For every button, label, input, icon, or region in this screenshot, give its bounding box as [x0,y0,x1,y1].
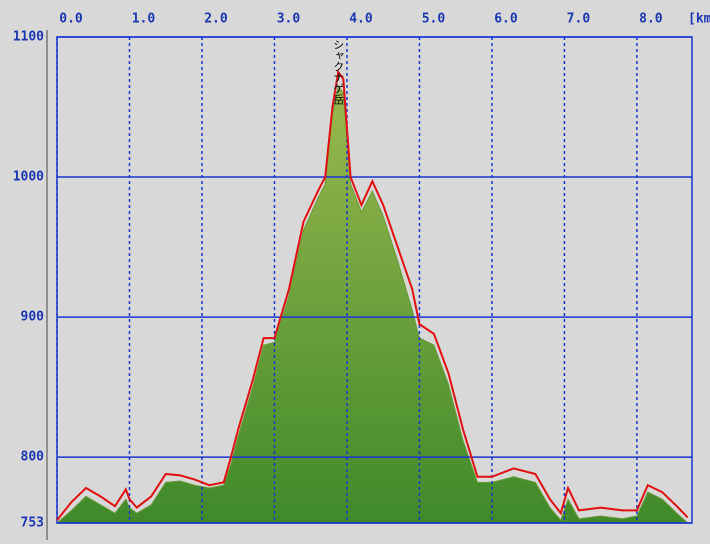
x-tick-label: 4.0 [349,12,373,27]
x-tick-label: 2.0 [204,12,228,27]
y-tick-label: 1000 [13,170,44,185]
elevation-line [56,69,689,521]
y-tick-label: 900 [21,310,45,325]
y-tick-label: 1100 [13,30,44,45]
x-tick-label: 8.0 [639,12,663,27]
x-tick-label: 7.0 [567,12,591,27]
plot-frame [56,36,693,524]
y-tick-label: 800 [21,450,45,465]
x-tick-label: 6.0 [494,12,518,27]
x-axis-unit: [km [688,12,710,27]
x-tick-label: 0.0 [59,12,83,27]
y-tick-label: 753 [21,516,44,531]
peak-annotation: シャクナゲ岳 [332,39,345,105]
x-tick-label: 1.0 [132,12,156,27]
x-tick-label: 5.0 [422,12,446,27]
x-tick-label: 3.0 [277,12,301,27]
